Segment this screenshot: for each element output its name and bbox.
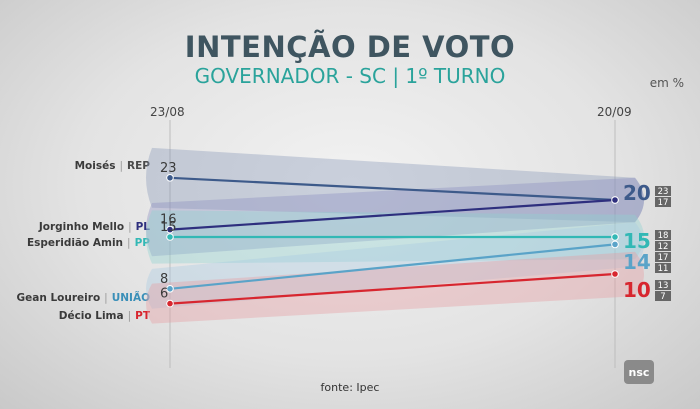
ci-box-4-low bbox=[655, 263, 671, 273]
legend-decio-lima: Décio Lima | PT bbox=[58, 310, 150, 322]
ci-value-3-low: 12 bbox=[658, 242, 669, 252]
ci-box-4-high bbox=[655, 252, 671, 262]
ci-value-5-high: 13 bbox=[658, 281, 669, 291]
point-end-3 bbox=[611, 233, 619, 241]
ci-value-3-high: 18 bbox=[658, 231, 669, 241]
ci-value-1-low: 17 bbox=[658, 198, 669, 208]
ci-box-5-high bbox=[655, 280, 671, 290]
unit-label: em % bbox=[649, 76, 684, 90]
point-start-1 bbox=[166, 174, 174, 182]
chart-subtitle: GOVERNADOR - SC | 1º TURNO bbox=[194, 64, 506, 88]
value-end-5: 10 bbox=[623, 278, 651, 302]
legend-esperidiao-amin: Esperidião Amin | PP bbox=[26, 237, 150, 249]
series-line-1 bbox=[169, 176, 616, 202]
legend-moises: Moisés | REP bbox=[74, 160, 150, 172]
legend-jorginho-mello: Jorginho Mello | PL bbox=[38, 221, 150, 233]
date-end-label: 20/09 bbox=[597, 105, 632, 119]
value-end-3: 15 bbox=[623, 229, 651, 253]
ci-box-3-high bbox=[655, 230, 671, 240]
value-start-3: 15 bbox=[160, 220, 177, 235]
value-start-2: 16 bbox=[160, 213, 177, 228]
ci-box-5-low bbox=[655, 291, 671, 301]
chart-title: INTENÇÃO DE VOTO bbox=[184, 30, 516, 64]
ci-value-4-low: 11 bbox=[658, 264, 669, 274]
ci-value-4-high: 17 bbox=[658, 253, 669, 263]
point-end-2 bbox=[611, 196, 619, 204]
ci-box-1-low bbox=[655, 197, 671, 207]
source-note: fonte: Ipec bbox=[320, 381, 380, 394]
value-start-5: 6 bbox=[160, 287, 168, 302]
point-end-4 bbox=[611, 240, 619, 249]
value-start-4: 8 bbox=[160, 272, 168, 287]
ci-value-5-low: 7 bbox=[660, 292, 665, 302]
party-tag: UNIÃO bbox=[111, 292, 150, 304]
point-start-3 bbox=[166, 233, 174, 241]
value-end-1: 20 bbox=[623, 181, 651, 205]
series-line-5 bbox=[169, 272, 616, 305]
value-end-4: 14 bbox=[623, 250, 651, 274]
party-tag: PL bbox=[135, 221, 150, 233]
party-tag: PT bbox=[135, 310, 150, 322]
party-tag: PP bbox=[134, 237, 150, 249]
nsc-logo: nsc bbox=[624, 360, 654, 384]
series-line-4 bbox=[169, 243, 616, 290]
point-start-2 bbox=[166, 225, 174, 234]
ci-band-1 bbox=[146, 147, 644, 223]
value-start-1: 23 bbox=[160, 161, 177, 176]
point-end-5 bbox=[611, 270, 619, 278]
series-line-2 bbox=[169, 198, 616, 231]
ci-value-1-high: 23 bbox=[658, 187, 669, 197]
legend-gean-loureiro: Gean Loureiro | UNIÃO bbox=[16, 292, 150, 304]
point-start-5 bbox=[166, 299, 174, 308]
point-start-4 bbox=[166, 285, 174, 293]
date-start-label: 23/08 bbox=[150, 105, 185, 119]
ci-box-3-low bbox=[655, 241, 671, 251]
ci-box-1-high bbox=[655, 186, 671, 196]
party-tag: REP bbox=[127, 160, 150, 172]
